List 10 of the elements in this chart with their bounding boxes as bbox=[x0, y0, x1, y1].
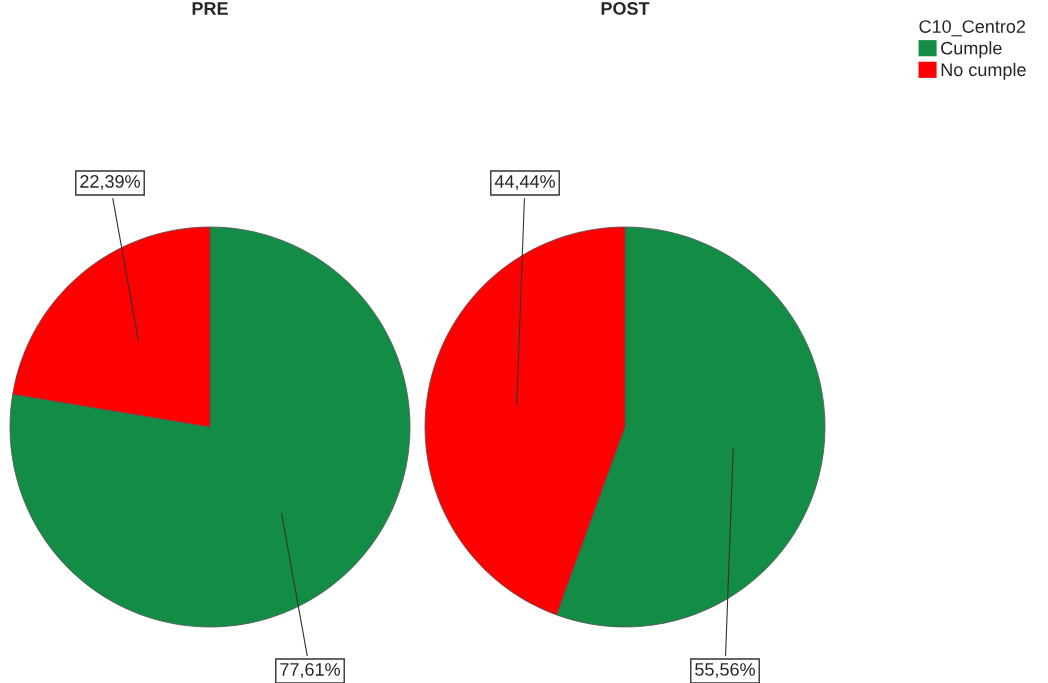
data-label: 22,39% bbox=[80, 175, 140, 190]
data-label: 44,44% bbox=[494, 175, 555, 190]
chart-title: PRE bbox=[192, 2, 228, 15]
data-label: 77,61% bbox=[280, 663, 340, 678]
legend-title: C10_Centro2 bbox=[919, 20, 1026, 37]
legend-label: No cumple bbox=[941, 62, 1026, 80]
pie-slice bbox=[9, 226, 411, 628]
data-label: 55,56% bbox=[695, 663, 755, 678]
chart-title: POST bbox=[601, 2, 650, 15]
legend-label: Cumple bbox=[941, 41, 1002, 59]
